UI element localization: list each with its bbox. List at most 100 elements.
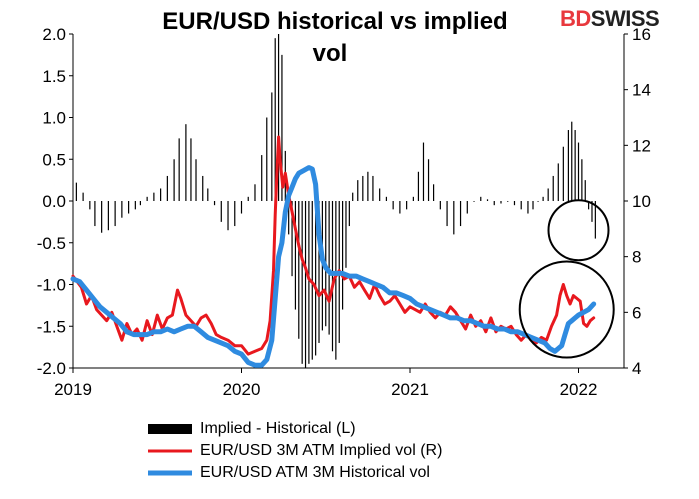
legend-item-implied: EUR/USD 3M ATM Implied vol (R) (148, 440, 442, 462)
historical-vol-line (70, 165, 597, 368)
left-tick-label: 1.0 (42, 109, 66, 128)
bar (335, 201, 337, 360)
bar (240, 201, 243, 214)
bar (412, 196, 414, 201)
legend-label-historical: EUR/USD ATM 3M Historical vol (200, 464, 430, 481)
chart-title-line2: vol (312, 40, 348, 67)
legend-swatch-implied (148, 449, 192, 453)
bar (178, 138, 180, 201)
right-tick-label: 12 (632, 136, 651, 155)
bar (537, 201, 539, 202)
bar (547, 188, 549, 201)
bar (367, 171, 369, 201)
left-tick-label: -1.0 (37, 276, 66, 295)
bar (357, 180, 359, 201)
bar (439, 201, 441, 210)
bar (304, 201, 307, 368)
bar (266, 117, 268, 201)
bar (446, 201, 448, 227)
bar (213, 201, 216, 206)
bar (107, 201, 109, 231)
bar (385, 196, 388, 201)
bar (281, 54, 283, 201)
bar (288, 201, 290, 235)
bar (271, 92, 273, 201)
bar (552, 175, 554, 201)
bar (121, 201, 123, 218)
bar (571, 121, 573, 201)
bar (234, 201, 236, 227)
bar (520, 201, 522, 210)
bar (101, 201, 103, 233)
legend-item-historical: EUR/USD ATM 3M Historical vol (148, 462, 442, 484)
bar (392, 201, 394, 210)
bar (493, 201, 495, 206)
left-tick-label: 0.5 (42, 150, 66, 169)
right-tick-label: 16 (632, 25, 651, 44)
bar (500, 201, 502, 204)
bar (247, 196, 249, 201)
bar (399, 201, 401, 214)
logo-part2: SWISS (590, 6, 660, 31)
bar (345, 201, 347, 268)
bar (128, 201, 130, 214)
bar (379, 188, 381, 201)
bar (274, 38, 276, 201)
bar (432, 184, 435, 201)
bar (82, 192, 84, 201)
bar (417, 171, 420, 201)
bar (581, 159, 583, 201)
bar (406, 201, 408, 210)
bar (220, 201, 222, 222)
legend-label-implied: EUR/USD 3M ATM Implied vol (R) (200, 442, 443, 459)
bar (574, 130, 576, 201)
bar (513, 201, 516, 206)
logo-part1: BD (560, 6, 591, 31)
left-tick-label: -0.5 (37, 234, 66, 253)
annotation-circle-bars (547, 199, 610, 262)
bar (207, 188, 209, 201)
bar (294, 201, 297, 310)
bar (348, 201, 350, 227)
bar (166, 175, 168, 201)
left-tick-label: 1.5 (42, 67, 66, 86)
bar (318, 201, 320, 343)
x-tick-label: 2019 (54, 380, 92, 399)
chart-title-line1: EUR/USD historical vs implied (162, 8, 508, 35)
bar (227, 201, 229, 231)
legend: Implied - Historical (L) EUR/USD 3M ATM … (148, 418, 442, 484)
annotation-circle-lines (518, 260, 615, 359)
bar (584, 180, 586, 201)
bar (134, 201, 136, 210)
bar (75, 182, 77, 201)
bar (567, 130, 569, 201)
bar (473, 201, 475, 202)
bar (342, 201, 344, 310)
bar (185, 124, 187, 201)
right-tick-label: 8 (632, 248, 641, 267)
bar (362, 175, 364, 201)
bar (195, 159, 197, 201)
bar (146, 196, 148, 201)
bar (298, 201, 300, 339)
legend-label-bars: Implied - Historical (L) (200, 420, 356, 437)
bar (160, 188, 162, 201)
legend-item-bars: Implied - Historical (L) (148, 418, 442, 440)
bar (562, 146, 564, 201)
bar (308, 201, 310, 364)
bar (315, 201, 317, 356)
bar (254, 184, 256, 201)
bar (588, 201, 590, 210)
bdswiss-logo: BDSWISS (560, 6, 660, 32)
bar (466, 201, 468, 214)
bar (114, 201, 116, 227)
x-tick-label: 2021 (391, 380, 429, 399)
bar (577, 142, 580, 201)
bar (594, 201, 596, 239)
x-tick-label: 2022 (560, 380, 598, 399)
bar (372, 175, 374, 201)
bar (459, 201, 462, 227)
left-tick-label: 2.0 (42, 25, 66, 44)
bar (139, 201, 142, 206)
